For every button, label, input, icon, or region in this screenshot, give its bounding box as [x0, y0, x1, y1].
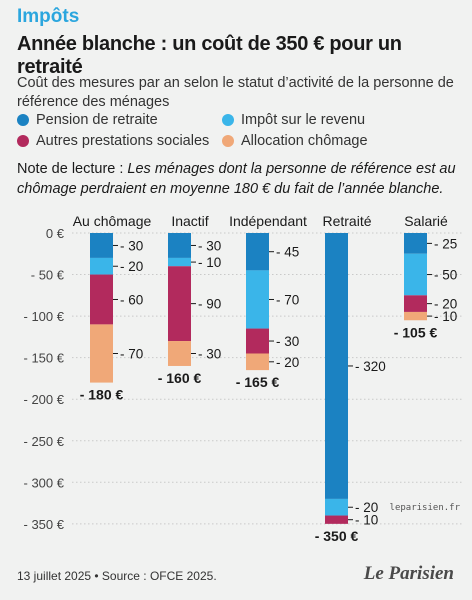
category-label: Indépendant — [229, 213, 307, 229]
bar-segment — [404, 233, 427, 254]
category-label: Salarié — [404, 213, 448, 229]
segment-label: - 50 — [434, 268, 457, 283]
y-tick-label: - 50 € — [31, 268, 65, 283]
bar-segment — [246, 353, 269, 371]
segment-label: - 30 — [276, 334, 299, 349]
category-label: Retraité — [322, 213, 371, 229]
legend-dot-chomage — [222, 135, 234, 147]
reading-note-text: Les ménages dont la personne de référenc… — [17, 161, 456, 197]
segment-label: - 45 — [276, 245, 299, 260]
bar-segment — [168, 257, 191, 267]
category-label: Au chômage — [73, 213, 152, 229]
legend-item-impot: Impôt sur le revenu — [222, 112, 365, 128]
bar-segment — [404, 311, 427, 321]
y-tick-label: - 350 € — [24, 517, 65, 532]
reading-note: Note de lecture : Les ménages dont la pe… — [17, 159, 462, 199]
legend-label-chomage: Allocation chômage — [241, 133, 368, 149]
brand-logo: Le Parisien — [363, 563, 454, 584]
bar-segment — [90, 233, 113, 258]
legend-label-prestations: Autres prestations sociales — [36, 133, 210, 149]
total-label: - 350 € — [315, 528, 359, 544]
bar-segment — [404, 295, 427, 312]
bar-segment — [404, 253, 427, 296]
y-tick-label: - 250 € — [24, 434, 65, 449]
bar-segment — [246, 328, 269, 354]
legend-label-impot: Impôt sur le revenu — [241, 112, 366, 128]
chart-title: Année blanche : un coût de 350 € pour un… — [17, 33, 402, 78]
total-label: - 180 € — [80, 387, 124, 403]
legend-item-prestations: Autres prestations sociales — [17, 133, 209, 149]
y-tick-label: - 150 € — [24, 351, 65, 366]
segment-label: - 320 — [355, 359, 386, 374]
legend-dot-impot — [222, 114, 234, 126]
segment-label: - 10 — [198, 255, 221, 270]
bar-segment — [325, 233, 348, 499]
source-footer: 13 juillet 2025 • Source : OFCE 2025. — [17, 569, 217, 583]
bar-segment — [90, 324, 113, 383]
chart-subtitle: Coût des mesures par an selon le statut … — [17, 75, 454, 110]
category-label: Inactif — [171, 213, 208, 229]
legend-dot-prestations — [17, 135, 29, 147]
segment-label: - 30 — [198, 238, 221, 253]
segment-label: - 20 — [120, 259, 143, 274]
total-label: - 160 € — [158, 370, 202, 386]
segment-label: - 70 — [120, 346, 143, 361]
bar-segment — [168, 233, 191, 258]
bar-segment — [90, 257, 113, 275]
bar-segment — [246, 270, 269, 329]
y-tick-label: - 100 € — [24, 309, 65, 324]
y-tick-label: - 300 € — [24, 475, 65, 490]
legend-label-pension: Pension de retraite — [36, 112, 158, 128]
total-label: - 105 € — [394, 324, 438, 340]
segment-label: - 20 — [276, 355, 299, 370]
y-tick-label: 0 € — [46, 226, 65, 241]
kicker: Impôts — [17, 6, 80, 27]
segment-label: - 90 — [198, 297, 221, 312]
segment-label: - 10 — [434, 309, 457, 324]
legend-item-chomage: Allocation chômage — [222, 133, 368, 149]
segment-label: - 30 — [120, 238, 143, 253]
bar-segment — [168, 266, 191, 342]
legend-dot-pension — [17, 114, 29, 126]
segment-label: - 10 — [355, 513, 378, 528]
bar-segment — [325, 498, 348, 516]
reading-note-prefix: Note de lecture : — [17, 161, 128, 177]
bar-segment — [90, 274, 113, 325]
segment-label: - 70 — [276, 292, 299, 307]
watermark: leparisien.fr — [389, 503, 460, 513]
bar-segment — [325, 515, 348, 524]
segment-label: - 60 — [120, 292, 143, 307]
segment-label: - 25 — [434, 236, 457, 251]
total-label: - 165 € — [236, 374, 280, 390]
segment-label: - 30 — [198, 346, 221, 361]
segment-label: - 20 — [355, 500, 378, 515]
bar-segment — [246, 233, 269, 271]
bar-segment — [168, 341, 191, 366]
segment-label: - 20 — [434, 297, 457, 312]
legend-item-pension: Pension de retraite — [17, 112, 158, 128]
y-tick-label: - 200 € — [24, 392, 65, 407]
